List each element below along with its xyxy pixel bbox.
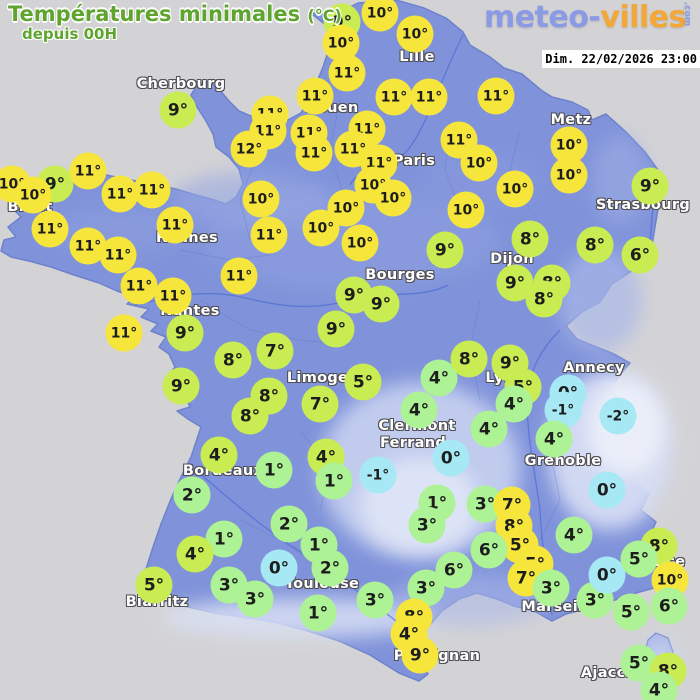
temp-bubble: 9° [317,310,355,348]
temp-bubble: 11° [440,121,478,159]
temp-bubble: 8° [231,397,269,435]
temp-bubble: 11° [120,267,158,305]
city-label-limoges: Limoges [286,370,358,386]
timestamp-badge: Dim. 22/02/2026 23:00 [542,50,700,68]
temp-bubble: 8° [511,220,549,258]
temp-bubble: 6° [621,236,659,274]
temp-bubble: 11° [133,171,171,209]
temp-bubble: 11° [105,314,143,352]
temp-bubble: 3° [408,506,446,544]
temp-bubble: 11° [101,175,139,213]
temp-bubble: 4° [555,516,593,554]
temp-bubble: 9° [426,231,464,269]
temp-bubble: 10° [496,170,534,208]
temp-bubble: 4° [176,535,214,573]
temp-bubble: 11° [69,152,107,190]
temp-bubble: 7° [301,385,339,423]
temp-bubble: 10° [460,144,498,182]
city-label-lille: Lille [399,49,435,65]
temp-bubble: 12° [230,130,268,168]
temp-bubble: 5° [612,593,650,631]
title-unit: (°C) [307,6,342,25]
temp-bubble: 11° [296,77,334,115]
page-subtitle: depuis 00H [22,25,118,44]
meteo-villes-logo[interactable]: meteo-villes .com [484,0,692,35]
temp-bubble: 11° [375,78,413,116]
logo-part2: villes [600,0,686,35]
temp-bubble: 8° [214,341,252,379]
temp-bubble: 4° [200,436,238,474]
city-label-grenoble: Grenoble [524,453,602,469]
temp-bubble: 0° [588,556,626,594]
temp-bubble: 10° [374,179,412,217]
temp-bubble: 11° [477,77,515,115]
temp-bubble: 11° [295,134,333,172]
temp-bubble: 1° [255,451,293,489]
map-title-block: Températures minimales (°C) depuis 00H [8,2,342,43]
temp-bubble: 2° [173,476,211,514]
temp-bubble: 8° [576,226,614,264]
city-label-paris: Paris [392,153,436,169]
temp-bubble: 11° [220,257,258,295]
temp-bubble: 0° [432,439,470,477]
temp-bubble: 1° [315,462,353,500]
city-label-cherbourg: Cherbourg [136,76,226,92]
temp-bubble: 10° [14,176,52,214]
temp-bubble: 0° [260,549,298,587]
temp-bubble: 9° [159,91,197,129]
temp-bubble: 8° [525,280,563,318]
temp-bubble: 5° [344,363,382,401]
temp-bubble: 4° [640,671,678,700]
temp-bubble: 11° [328,54,366,92]
temp-bubble: 9° [401,636,439,674]
temp-bubble: 9° [362,285,400,323]
temp-bubble: 11° [250,216,288,254]
city-label-bourges: Bourges [365,267,435,283]
temp-bubble: 11° [410,78,448,116]
temp-bubble: 10° [447,191,485,229]
page-title: Températures minimales (°C) [8,2,342,26]
temp-bubble: 3° [576,581,614,619]
temp-bubble: 6° [470,531,508,569]
temp-bubble: 7° [256,332,294,370]
temp-bubble: 6° [435,551,473,589]
temp-bubble: 11° [99,236,137,274]
logo-part1: meteo- [484,0,601,35]
logo-tld: .com [681,1,692,27]
temp-bubble: 4° [470,410,508,448]
temp-bubble: 11° [154,277,192,315]
temp-bubble: 9° [631,167,669,205]
temp-bubble: -1° [359,456,397,494]
temp-bubble: 6° [650,587,688,625]
temp-bubble: 4° [400,391,438,429]
temp-bubble: 8° [450,340,488,378]
temp-bubble: 5° [135,566,173,604]
temp-bubble: 3° [356,581,394,619]
temp-bubble: 10° [550,156,588,194]
city-label-annecy: Annecy [563,360,625,376]
title-text: Températures minimales [8,2,301,26]
temp-bubble: 10° [242,180,280,218]
temp-bubble: 11° [156,206,194,244]
temp-bubble: 10° [361,0,399,32]
temp-bubble: 9° [162,367,200,405]
temp-bubble: 11° [31,210,69,248]
temp-bubble: 9° [166,314,204,352]
temp-bubble: 2° [311,549,349,587]
temp-bubble: 3° [532,569,570,607]
city-label-strasbourg: Strasbourg [595,197,691,213]
temp-bubble: 3° [236,580,274,618]
temp-bubble: 10° [341,224,379,262]
temp-bubble: 10° [396,15,434,53]
temp-bubble: -2° [599,397,637,435]
temp-bubble: 5° [620,540,658,578]
temp-bubble: 4° [535,420,573,458]
city-label-metz: Metz [550,112,592,128]
temp-bubble: 10° [302,209,340,247]
temp-bubble: 0° [588,471,626,509]
temp-bubble: 1° [299,594,337,632]
city-label-ferrand: Ferrand [379,435,447,451]
